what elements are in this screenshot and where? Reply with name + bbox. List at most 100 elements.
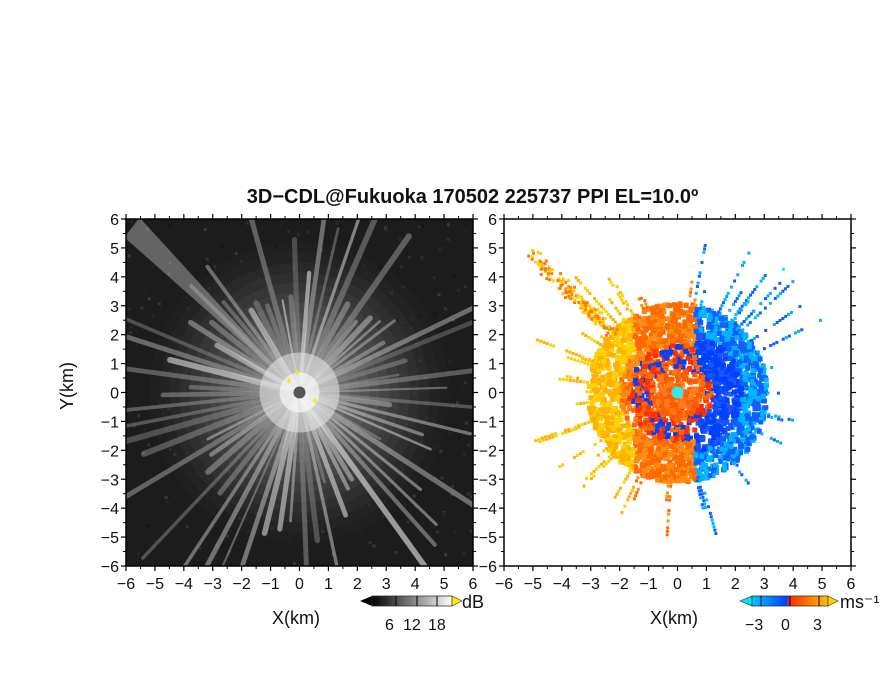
snr-noise-cell [265, 357, 269, 361]
velocity-cell [686, 327, 692, 333]
snr-noise-cell [157, 302, 161, 306]
velocity-cell [600, 374, 606, 380]
velocity-cell [734, 362, 740, 368]
velocity-cell [702, 395, 708, 401]
snr-noise-cell [209, 330, 213, 334]
snr-noise-cell [201, 382, 205, 386]
velocity-spoke-cell [699, 489, 703, 493]
velocity-cell [669, 435, 675, 441]
snr-noise-cell [168, 223, 172, 227]
velocity-cell [732, 321, 738, 327]
velocity-cell [630, 381, 636, 387]
x-tick-label: −4 [175, 576, 193, 593]
velocity-spoke-cell [585, 390, 589, 394]
velocity-cell [635, 436, 641, 442]
velocity-spoke-cell [535, 338, 539, 342]
velocity-spoke-cell [577, 424, 581, 428]
velocity-cell [712, 441, 718, 447]
velocity-spoke-cell [611, 317, 615, 321]
snr-noise-cell [126, 399, 130, 403]
velocity-cell [613, 362, 619, 368]
velocity-cell [627, 383, 633, 389]
velocity-spoke-cell [740, 322, 744, 326]
velocity-cell [619, 411, 625, 417]
velocity-cell [636, 410, 642, 416]
snr-noise-cell [314, 516, 318, 520]
velocity-cell [712, 423, 718, 429]
snr-noise-cell [395, 365, 399, 369]
velocity-plume-cell [584, 311, 588, 315]
snr-noise-cell [395, 308, 399, 312]
velocity-spoke-cell [697, 489, 701, 493]
velocity-cell [677, 471, 683, 477]
velocity-cell [672, 369, 678, 375]
velocity-cell [718, 377, 724, 383]
velocity-spoke-cell [590, 337, 594, 341]
velocity-cell [660, 446, 666, 452]
velocity-cell [706, 355, 712, 361]
snr-noise-cell [127, 307, 131, 311]
velocity-spoke-cell [593, 418, 597, 422]
velocity-cell [654, 428, 660, 434]
velocity-cell [677, 330, 683, 336]
velocity-cell [641, 410, 647, 416]
velocity-spoke-cell [786, 284, 790, 288]
velocity-cell [677, 403, 683, 409]
velocity-spoke-cell [703, 505, 707, 509]
x-tick-label: −5 [524, 576, 542, 593]
velocity-spoke-cell [617, 489, 621, 493]
velocity-spoke-cell [600, 335, 604, 339]
velocity-spoke-cell [696, 281, 700, 285]
velocity-cell [687, 465, 693, 471]
velocity-spoke-cell [665, 533, 669, 537]
velocity-spoke-cell [762, 395, 766, 399]
velocity-cell [681, 328, 687, 334]
velocity-cell [633, 468, 639, 474]
velocity-plume-cell [543, 261, 547, 265]
velocity-cell [640, 355, 646, 361]
velocity-spoke-cell [633, 315, 637, 319]
velocity-spoke-cell [541, 438, 545, 442]
snr-noise-cell [237, 454, 241, 458]
velocity-cell [756, 390, 762, 396]
snr-noise-cell [147, 297, 151, 301]
velocity-spoke-cell [735, 297, 739, 301]
velocity-cell [619, 377, 625, 383]
velocity-spoke-cell [582, 380, 586, 384]
velocity-cell [751, 412, 757, 418]
velocity-cell [623, 332, 629, 338]
snr-noise-cell [146, 524, 150, 528]
snr-noise-cell [287, 230, 291, 234]
velocity-cell [633, 322, 639, 328]
velocity-cell [668, 370, 674, 376]
velocity-cell [675, 448, 681, 454]
velocity-plume-cell [566, 287, 570, 291]
velocity-cell [651, 330, 657, 336]
snr-noise-cell [410, 318, 414, 322]
velocity-cell [641, 334, 647, 340]
snr-noise-cell [358, 403, 362, 407]
velocity-cell [731, 331, 737, 337]
velocity-cell [654, 326, 660, 332]
y-tick-label: −1 [479, 414, 497, 431]
velocity-plume-cell [544, 259, 548, 263]
velocity-cell [749, 384, 755, 390]
velocity-cell [673, 363, 679, 369]
velocity-spoke-cell [575, 454, 579, 458]
velocity-cell [653, 312, 659, 318]
y-tick-label: −4 [101, 501, 119, 518]
velocity-cell [699, 453, 705, 459]
velocity-spoke-cell [578, 354, 582, 358]
velocity-spoke-cell [698, 306, 702, 310]
snr-noise-cell [394, 224, 398, 228]
velocity-cell [729, 362, 735, 368]
snr-noise-cell [371, 362, 375, 366]
velocity-cell [638, 431, 644, 437]
velocity-cell [722, 356, 728, 362]
velocity-cell [764, 382, 770, 388]
velocity-spoke-cell [620, 294, 624, 298]
velocity-cell [616, 450, 622, 456]
velocity-cell [663, 464, 669, 470]
velocity-cell [660, 415, 666, 421]
velocity-cell [700, 380, 706, 386]
